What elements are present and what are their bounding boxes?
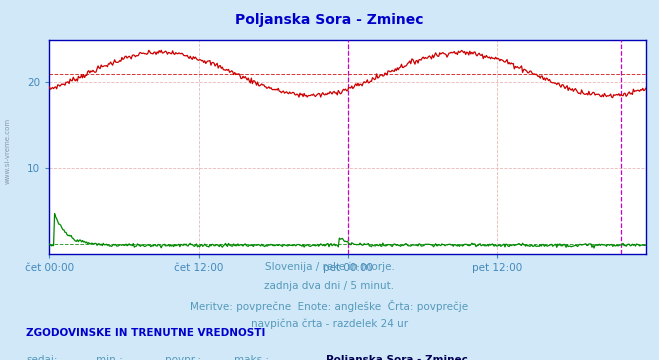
Text: min.:: min.: <box>96 355 123 360</box>
Text: Poljanska Sora - Zminec: Poljanska Sora - Zminec <box>235 13 424 27</box>
Text: Slovenija / reke in morje.: Slovenija / reke in morje. <box>264 262 395 272</box>
Text: navpična črta - razdelek 24 ur: navpična črta - razdelek 24 ur <box>251 318 408 329</box>
Text: sedaj:: sedaj: <box>26 355 58 360</box>
Text: ZGODOVINSKE IN TRENUTNE VREDNOSTI: ZGODOVINSKE IN TRENUTNE VREDNOSTI <box>26 328 266 338</box>
Text: Poljanska Sora - Zminec: Poljanska Sora - Zminec <box>326 355 468 360</box>
Text: www.si-vreme.com: www.si-vreme.com <box>5 118 11 184</box>
Text: maks.:: maks.: <box>234 355 269 360</box>
Text: Meritve: povprečne  Enote: angleške  Črta: povprečje: Meritve: povprečne Enote: angleške Črta:… <box>190 300 469 311</box>
Text: zadnja dva dni / 5 minut.: zadnja dva dni / 5 minut. <box>264 281 395 291</box>
Text: povpr.:: povpr.: <box>165 355 201 360</box>
